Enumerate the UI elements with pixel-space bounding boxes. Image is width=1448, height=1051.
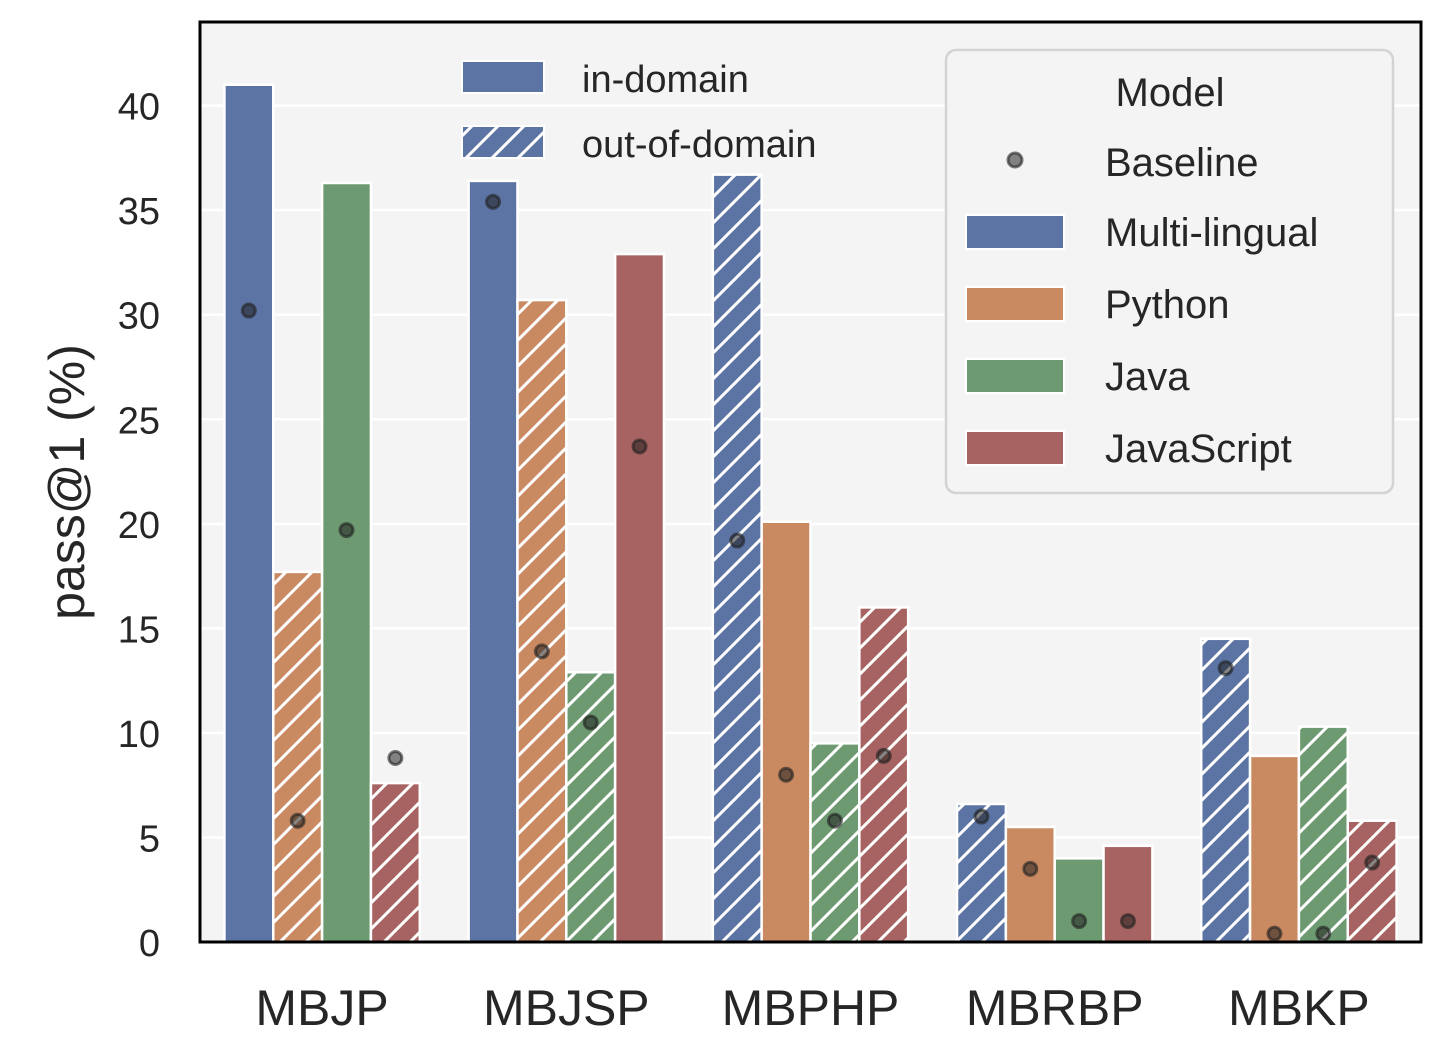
legend-swatch-javascript <box>965 430 1065 466</box>
legend-swatch-python <box>965 286 1065 322</box>
legend-title: Model <box>1116 71 1225 115</box>
y-tick-label: 30 <box>118 296 160 338</box>
legend-swatch-multi-lingual <box>965 214 1065 250</box>
baseline-point <box>582 714 599 731</box>
y-axis-label: pass@1 (%) <box>39 344 95 620</box>
bar-hatch <box>273 571 323 942</box>
bars <box>223 83 1398 944</box>
baseline-point <box>631 438 648 455</box>
x-tick-label: MBKP <box>1228 980 1370 1036</box>
baseline-point <box>387 750 404 766</box>
baseline-point <box>1022 860 1039 877</box>
baseline-point <box>875 747 892 764</box>
baseline-point <box>1071 913 1088 930</box>
x-tick-labels: MBJP MBJSP MBPHP MBRBP MBKP <box>255 980 1369 1036</box>
legend-label-javascript: JavaScript <box>1105 427 1292 471</box>
y-tick-label: 15 <box>118 609 160 651</box>
bar-multi-lingual-mbjp <box>223 83 275 944</box>
bar-hatch <box>712 174 762 943</box>
baseline-point <box>485 193 502 210</box>
bar-multi-lingual-mbjsp <box>467 179 519 944</box>
bar-javascript-mbjsp <box>613 252 666 944</box>
bar-hatch <box>566 672 616 942</box>
plot-frame <box>198 20 1423 944</box>
hatch-legend: in-domain out-of-domain <box>461 59 816 166</box>
bar-hatch <box>957 804 1006 942</box>
baseline-point <box>533 643 550 660</box>
bar-hatch <box>517 300 567 942</box>
y-tick-label: 40 <box>118 87 160 129</box>
legend-swatch-in-domain <box>461 60 545 94</box>
baseline-point <box>289 812 306 829</box>
bar-hatch <box>1347 820 1397 942</box>
y-tick-label: 5 <box>139 818 160 860</box>
x-tick-label: MBJSP <box>483 980 650 1036</box>
bar-python-mbrbp <box>1004 825 1056 944</box>
legend-swatch-java <box>965 358 1065 394</box>
y-tick-label: 0 <box>139 923 160 965</box>
y-tick-label: 10 <box>118 714 160 756</box>
legend-label-multi-lingual: Multi-lingual <box>1105 211 1318 255</box>
bar-java-mbjp <box>320 181 373 944</box>
bar-hatch <box>859 607 909 942</box>
baseline-point <box>1315 925 1332 942</box>
baseline-point <box>729 532 746 549</box>
baseline-point <box>240 302 257 319</box>
x-tick-label: MBPHP <box>722 980 900 1036</box>
baseline-point <box>1266 925 1283 942</box>
bar-hatch <box>1201 638 1251 942</box>
baseline-point <box>1364 854 1381 871</box>
bar-hatch <box>810 743 860 942</box>
baseline-point <box>973 808 990 825</box>
baseline-point <box>826 812 843 829</box>
y-tick-label: 25 <box>118 400 160 442</box>
bar-hatch <box>1298 726 1348 942</box>
y-tick-label: 35 <box>118 191 160 233</box>
legend-label-java: Java <box>1105 355 1190 399</box>
bar-python-mbkp <box>1248 754 1301 944</box>
baseline-point <box>778 766 795 783</box>
legend-label-in-domain: in-domain <box>582 59 749 101</box>
legend-label-python: Python <box>1105 283 1230 327</box>
legend-label-out-of-domain: out-of-domain <box>582 124 816 166</box>
legend-label-baseline: Baseline <box>1105 141 1258 185</box>
legend-marker-baseline <box>1006 151 1024 169</box>
bar-python-mbphp <box>760 520 812 944</box>
y-tick-labels: 0 5 10 15 20 25 30 35 40 <box>118 87 160 965</box>
baseline-point <box>1119 913 1136 930</box>
x-tick-label: MBRBP <box>966 980 1144 1036</box>
bar-java-mbrbp <box>1053 857 1105 944</box>
y-tick-label: 20 <box>118 505 160 547</box>
baseline-point <box>338 522 355 539</box>
bar-hatch <box>370 783 420 942</box>
baseline-point <box>1217 660 1234 677</box>
baseline-points <box>240 193 1381 942</box>
x-tick-label: MBJP <box>255 980 388 1036</box>
model-legend: Model Baseline Multi-lingual Python Java Ja… <box>944 48 1395 495</box>
